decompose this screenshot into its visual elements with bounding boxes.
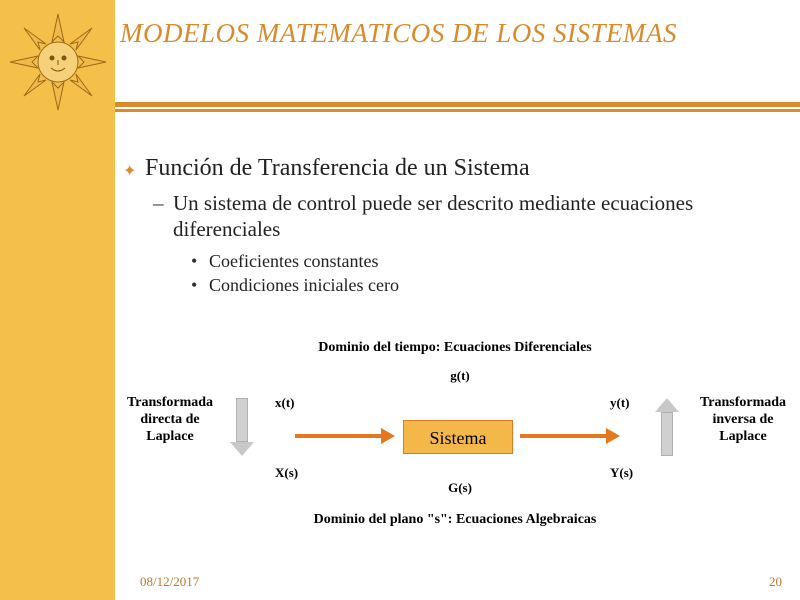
label-yt: y(t) bbox=[610, 395, 630, 411]
label-Xs: X(s) bbox=[275, 465, 298, 481]
caption-bottom: Dominio del plano "s": Ecuaciones Algebr… bbox=[240, 512, 670, 528]
bullet-lvl3a: Coeficientes constantes bbox=[209, 249, 765, 273]
slide-title: MODELOS MATEMATICOS DE LOS SISTEMAS bbox=[120, 18, 780, 49]
label-xt: x(t) bbox=[275, 395, 295, 411]
title-rule bbox=[115, 102, 800, 116]
footer-page: 20 bbox=[769, 574, 782, 590]
bullet-lvl2: Un sistema de control puede ser descrito… bbox=[173, 190, 765, 243]
label-right: Transformada inversa de Laplace bbox=[688, 395, 798, 445]
body-text: ✦ Función de Transferencia de un Sistema… bbox=[145, 155, 765, 297]
label-left: Transformada directa de Laplace bbox=[115, 395, 225, 445]
star-icon: ✦ bbox=[123, 161, 136, 181]
bullet-lvl1-text: Función de Transferencia de un Sistema bbox=[145, 155, 530, 181]
label-Ys: Y(s) bbox=[610, 465, 633, 481]
diagram: Dominio del tiempo: Ecuaciones Diferenci… bbox=[120, 340, 790, 550]
arrow-up-icon bbox=[655, 398, 679, 456]
arrow-out-icon bbox=[520, 432, 620, 440]
label-gt: g(t) bbox=[435, 368, 485, 384]
bullet-lvl3b: Condiciones iniciales cero bbox=[209, 273, 765, 297]
sun-icon bbox=[8, 12, 108, 112]
caption-top: Dominio del tiempo: Ecuaciones Diferenci… bbox=[240, 340, 670, 356]
bullet-lvl1: ✦ Función de Transferencia de un Sistema bbox=[145, 155, 765, 182]
footer-date: 08/12/2017 bbox=[140, 574, 199, 590]
system-box: Sistema bbox=[403, 420, 513, 454]
arrow-down-icon bbox=[230, 398, 254, 456]
label-Gs: G(s) bbox=[435, 480, 485, 496]
arrow-in-icon bbox=[295, 432, 395, 440]
